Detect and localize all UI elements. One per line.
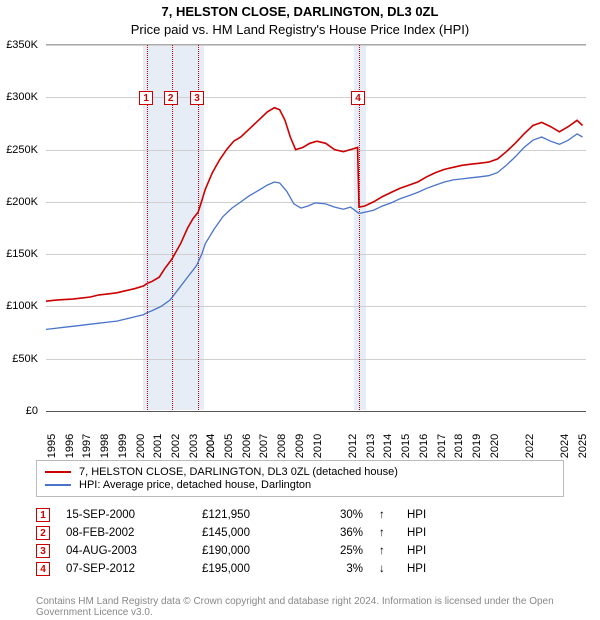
arrow-icon: ↑	[379, 545, 391, 557]
y-tick-label: £250K	[6, 144, 38, 156]
x-tick-label: 2002	[170, 434, 182, 458]
series-hpi	[46, 134, 583, 330]
x-tick-label: 2018	[453, 434, 465, 458]
txn-date: 15-SEP-2000	[66, 509, 186, 521]
txn-ref: HPI	[407, 509, 447, 521]
txn-delta: 25%	[318, 545, 363, 557]
arrow-icon: ↑	[379, 509, 391, 521]
x-tick-label: 2001	[152, 434, 164, 458]
x-tick-label: 1998	[99, 434, 111, 458]
txn-marker: 1	[36, 508, 50, 522]
x-tick-label: 2008	[276, 434, 288, 458]
x-tick-label: 2000	[135, 434, 147, 458]
chart-subtitle: Price paid vs. HM Land Registry's House …	[0, 22, 600, 39]
txn-date: 04-AUG-2003	[66, 545, 186, 557]
txn-marker: 3	[36, 544, 50, 558]
legend-label: HPI: Average price, detached house, Darl…	[79, 479, 311, 491]
x-tick-label: 2006	[241, 434, 253, 458]
x-axis-labels: 1995 1996 1997 1998 1999 2000 2001 2002 2003 2004…	[46, 410, 586, 456]
event-marker: 3	[190, 91, 204, 105]
legend-item: 7, HELSTON CLOSE, DARLINGTON, DL3 0ZL (d…	[45, 466, 555, 478]
txn-marker: 4	[36, 562, 50, 576]
txn-price: £195,000	[202, 563, 302, 575]
txn-delta: 30%	[318, 509, 363, 521]
x-tick-label: 2019	[471, 434, 483, 458]
txn-date: 08-FEB-2002	[66, 527, 186, 539]
x-tick-label: 2010	[312, 434, 324, 458]
x-tick-label: 2024	[559, 434, 571, 458]
x-tick-label: 2017	[436, 434, 448, 458]
x-tick-label: 2020	[489, 434, 501, 458]
legend: 7, HELSTON CLOSE, DARLINGTON, DL3 0ZL (d…	[36, 460, 564, 497]
transaction-row: 3 04-AUG-2003 £190,000 25% ↑ HPI	[36, 544, 564, 558]
chart-titles: 7, HELSTON CLOSE, DARLINGTON, DL3 0ZL Pr…	[0, 0, 600, 39]
attribution-footer: Contains HM Land Registry data © Crown c…	[36, 596, 564, 618]
x-tick-label: 1996	[64, 434, 76, 458]
x-tick-label: 1995	[46, 434, 58, 458]
chart-plot-area: £0£50K£100K£150K£200K£250K£300K£350K1234	[46, 44, 586, 410]
x-tick-label: 2016	[418, 434, 430, 458]
txn-ref: HPI	[407, 563, 447, 575]
arrow-icon: ↓	[379, 563, 391, 575]
y-tick-label: £350K	[6, 39, 38, 51]
x-tick-label: 2013	[365, 434, 377, 458]
legend-item: HPI: Average price, detached house, Darl…	[45, 479, 555, 491]
arrow-icon: ↑	[379, 527, 391, 539]
transactions-table: 1 15-SEP-2000 £121,950 30% ↑ HPI 2 08-FEB-2002 £…	[36, 504, 564, 580]
txn-price: £121,950	[202, 509, 302, 521]
y-tick-label: £0	[26, 405, 38, 417]
x-tick-label: 2012	[347, 434, 359, 458]
x-tick-label: 2015	[400, 434, 412, 458]
x-tick-label: 2007	[258, 434, 270, 458]
event-marker: 1	[139, 91, 153, 105]
x-tick-label: 2025	[577, 434, 589, 458]
x-tick-label: 2004	[205, 434, 217, 458]
transaction-row: 2 08-FEB-2002 £145,000 36% ↑ HPI	[36, 526, 564, 540]
transaction-row: 1 15-SEP-2000 £121,950 30% ↑ HPI	[36, 508, 564, 522]
txn-delta: 3%	[318, 563, 363, 575]
transaction-row: 4 07-SEP-2012 £195,000 3% ↓ HPI	[36, 562, 564, 576]
txn-price: £145,000	[202, 527, 302, 539]
txn-price: £190,000	[202, 545, 302, 557]
chart-series	[46, 45, 586, 411]
legend-label: 7, HELSTON CLOSE, DARLINGTON, DL3 0ZL (d…	[79, 466, 398, 478]
y-tick-label: £50K	[12, 353, 38, 365]
x-tick-label: 2022	[524, 434, 536, 458]
series-price-paid	[46, 108, 583, 302]
event-marker: 4	[351, 91, 365, 105]
event-marker: 2	[164, 91, 178, 105]
x-tick-label: 2009	[294, 434, 306, 458]
y-tick-label: £300K	[6, 91, 38, 103]
txn-marker: 2	[36, 526, 50, 540]
y-tick-label: £150K	[6, 248, 38, 260]
txn-ref: HPI	[407, 527, 447, 539]
x-tick-label: 2003	[188, 434, 200, 458]
x-tick-label: 1997	[81, 434, 93, 458]
x-tick-label: 2014	[382, 434, 394, 458]
x-tick-label: 2005	[223, 434, 235, 458]
txn-ref: HPI	[407, 545, 447, 557]
txn-delta: 36%	[318, 527, 363, 539]
legend-swatch-price-paid	[45, 471, 71, 473]
txn-date: 07-SEP-2012	[66, 563, 186, 575]
y-tick-label: £200K	[6, 196, 38, 208]
y-tick-label: £100K	[6, 300, 38, 312]
legend-swatch-hpi	[45, 484, 71, 486]
x-tick-label: 1999	[117, 434, 129, 458]
chart-title: 7, HELSTON CLOSE, DARLINGTON, DL3 0ZL	[0, 4, 600, 21]
